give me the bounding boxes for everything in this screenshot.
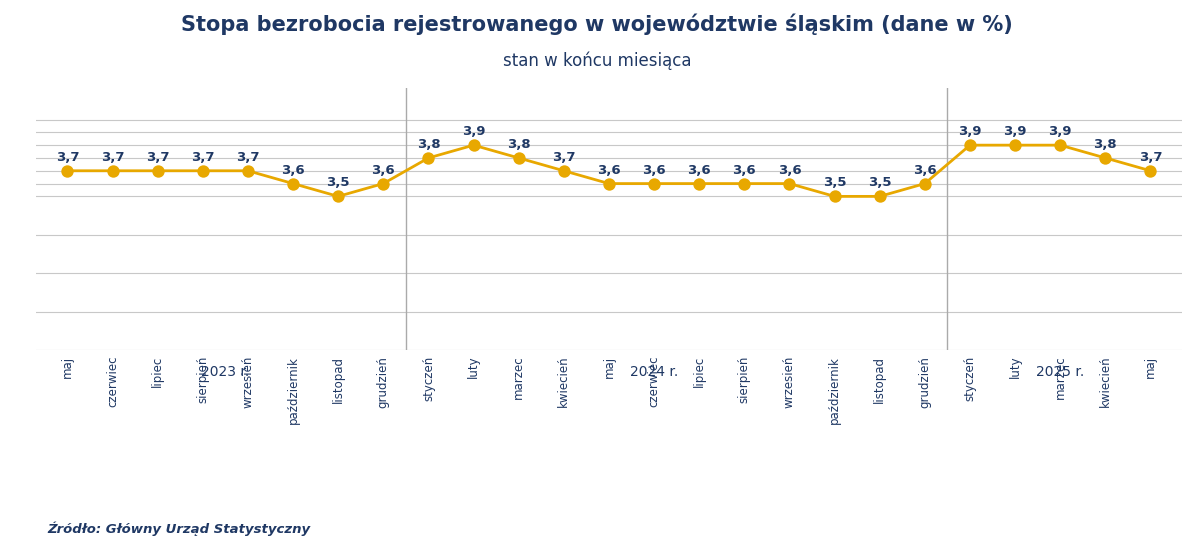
- Text: 3,7: 3,7: [1139, 151, 1162, 164]
- Text: 3,6: 3,6: [688, 164, 710, 177]
- Point: [148, 166, 167, 175]
- Text: 3,9: 3,9: [959, 125, 981, 138]
- Point: [57, 166, 76, 175]
- Text: 3,6: 3,6: [732, 164, 756, 177]
- Point: [283, 179, 302, 188]
- Point: [825, 192, 844, 201]
- Text: 3,5: 3,5: [868, 176, 892, 189]
- Point: [239, 166, 258, 175]
- Point: [690, 179, 709, 188]
- Text: 3,6: 3,6: [642, 164, 666, 177]
- Point: [374, 179, 393, 188]
- Text: 3,6: 3,6: [371, 164, 395, 177]
- Text: 3,6: 3,6: [913, 164, 936, 177]
- Point: [1051, 141, 1070, 149]
- Point: [103, 166, 122, 175]
- Point: [509, 154, 528, 162]
- Point: [1096, 154, 1115, 162]
- Point: [1141, 166, 1161, 175]
- Text: 3,9: 3,9: [1003, 125, 1027, 138]
- Text: 2023 r.: 2023 r.: [202, 365, 250, 380]
- Point: [916, 179, 935, 188]
- Text: 3,8: 3,8: [1094, 138, 1118, 151]
- Text: 3,7: 3,7: [552, 151, 576, 164]
- Text: 3,6: 3,6: [777, 164, 801, 177]
- Text: 3,6: 3,6: [597, 164, 621, 177]
- Text: Stopa bezrobocia rejestrowanego w województwie śląskim (dane w %): Stopa bezrobocia rejestrowanego w wojewó…: [181, 14, 1013, 35]
- Point: [960, 141, 979, 149]
- Text: 3,7: 3,7: [236, 151, 259, 164]
- Text: stan w końcu miesiąca: stan w końcu miesiąca: [503, 52, 691, 71]
- Text: 3,9: 3,9: [1048, 125, 1072, 138]
- Text: 2025 r.: 2025 r.: [1036, 365, 1084, 380]
- Point: [645, 179, 664, 188]
- Text: Źródło: Główny Urząd Statystyczny: Źródło: Główny Urząd Statystyczny: [48, 521, 310, 536]
- Point: [734, 179, 753, 188]
- Text: 3,7: 3,7: [146, 151, 170, 164]
- Text: 3,5: 3,5: [823, 176, 847, 189]
- Point: [328, 192, 347, 201]
- Text: 3,7: 3,7: [56, 151, 79, 164]
- Text: 2024 r.: 2024 r.: [630, 365, 678, 380]
- Point: [419, 154, 438, 162]
- Point: [599, 179, 618, 188]
- Text: 3,9: 3,9: [462, 125, 485, 138]
- Point: [870, 192, 890, 201]
- Text: 3,8: 3,8: [417, 138, 441, 151]
- Point: [1005, 141, 1024, 149]
- Point: [554, 166, 573, 175]
- Point: [780, 179, 799, 188]
- Text: 3,7: 3,7: [191, 151, 215, 164]
- Text: 3,7: 3,7: [100, 151, 124, 164]
- Text: 3,6: 3,6: [282, 164, 304, 177]
- Point: [193, 166, 213, 175]
- Text: 3,5: 3,5: [326, 176, 350, 189]
- Text: 3,8: 3,8: [507, 138, 530, 151]
- Point: [464, 141, 484, 149]
